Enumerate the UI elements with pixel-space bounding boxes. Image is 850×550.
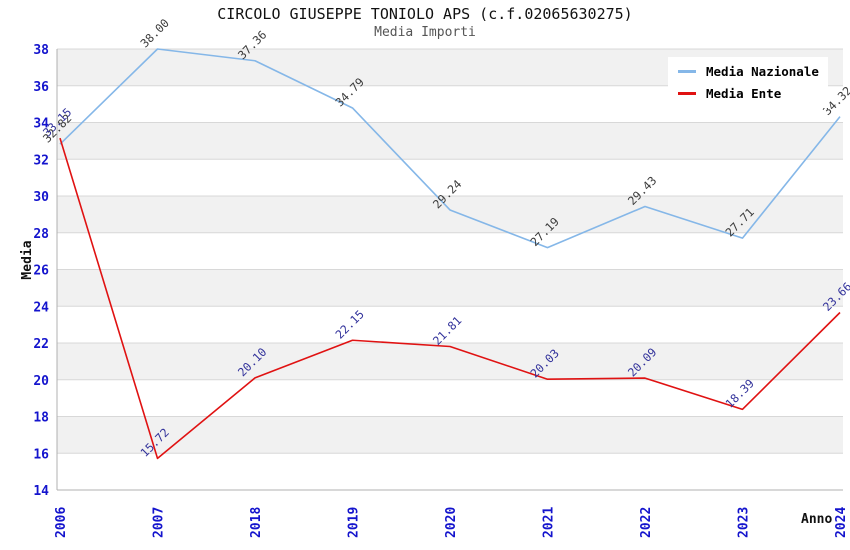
- data-label: 38.00: [137, 16, 171, 50]
- plot-band: [57, 416, 843, 454]
- plot-band: [57, 196, 843, 233]
- legend-swatch-media-ente: [678, 92, 696, 95]
- series-line-media-nazionale: [59, 48, 841, 249]
- x-tick-label: 2018: [249, 507, 264, 538]
- y-tick-label: 38: [33, 43, 49, 58]
- y-tick-label: 18: [33, 411, 49, 426]
- plot-band: [57, 269, 843, 307]
- y-tick-label: 20: [33, 374, 49, 389]
- y-tick-label: 22: [33, 337, 49, 352]
- x-tick-label: 2021: [542, 507, 557, 538]
- x-tick-label: 2020: [444, 507, 459, 538]
- y-tick-label: 24: [33, 300, 49, 315]
- y-tick-label: 30: [33, 190, 49, 205]
- legend-item-media-nazionale: Media Nazionale: [678, 64, 828, 79]
- y-tick-label: 28: [33, 227, 49, 242]
- x-tick-label: 2022: [639, 507, 654, 538]
- x-tick-label: 2024: [834, 507, 849, 538]
- x-tick-label: 2023: [737, 507, 752, 538]
- y-tick-label: 32: [33, 153, 49, 168]
- legend-label-media-nazionale: Media Nazionale: [706, 64, 819, 79]
- x-axis-title: Anno: [801, 512, 833, 527]
- legend-label-media-ente: Media Ente: [706, 86, 782, 101]
- y-tick-label: 16: [33, 447, 49, 462]
- chart-subtitle: Media Importi: [374, 25, 476, 40]
- plot-band: [57, 122, 843, 160]
- legend-swatch-media-nazionale: [678, 70, 696, 73]
- chart-title: CIRCOLO GIUSEPPE TONIOLO APS (c.f.020656…: [217, 5, 633, 23]
- y-tick-label: 26: [33, 264, 49, 279]
- plot-band: [57, 343, 843, 380]
- y-axis-title: Media: [20, 240, 35, 280]
- data-label: 22.15: [332, 307, 366, 341]
- series-line-media-ente: [59, 137, 841, 460]
- data-label: 18.39: [722, 376, 756, 410]
- y-tick-label: 34: [33, 117, 49, 132]
- legend-item-media-ente: Media Ente: [678, 86, 828, 101]
- x-tick-label: 2007: [152, 507, 167, 538]
- y-tick-label: 36: [33, 80, 49, 95]
- x-tick-label: 2019: [347, 507, 362, 538]
- x-tick-label: 2006: [54, 507, 69, 538]
- y-tick-label: 14: [33, 484, 49, 499]
- legend: Media Nazionale Media Ente: [668, 57, 828, 108]
